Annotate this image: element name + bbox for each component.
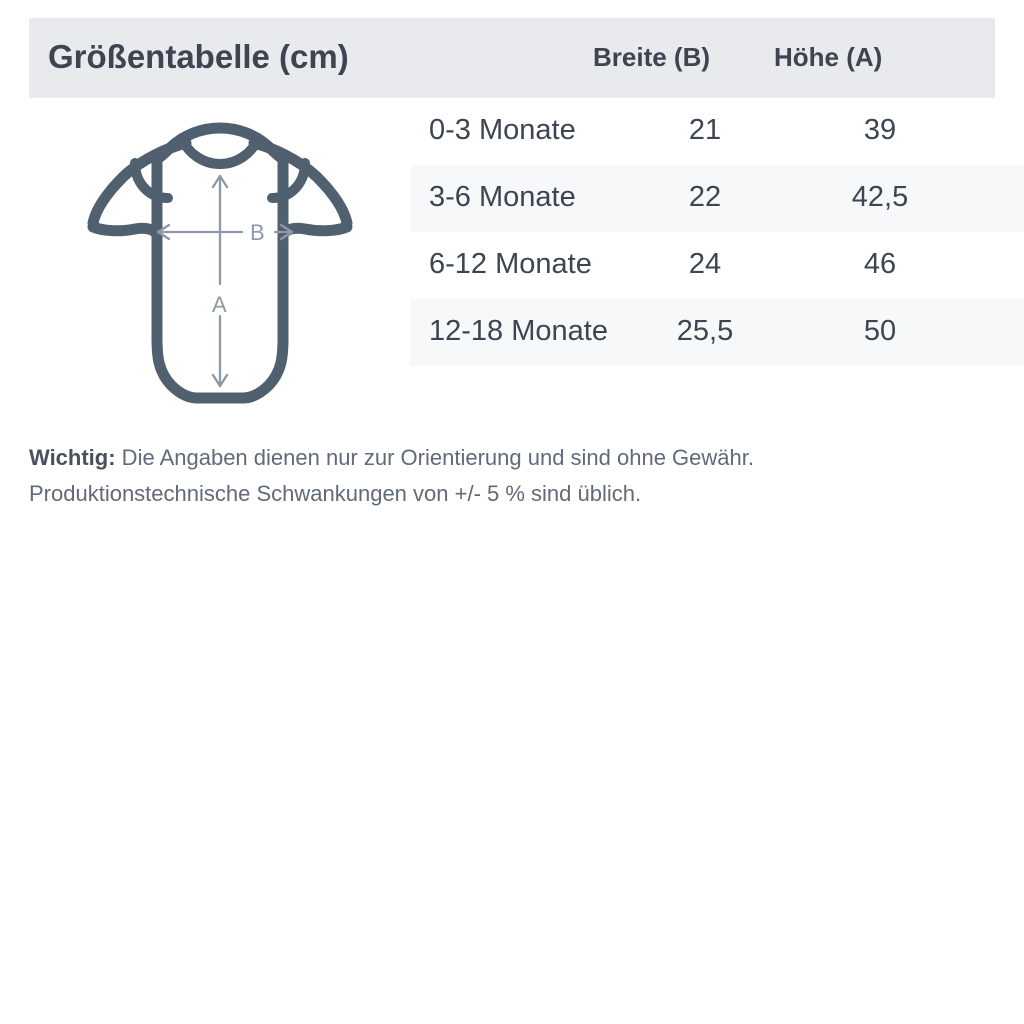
svg-text:A: A <box>212 292 227 317</box>
svg-text:B: B <box>250 220 265 245</box>
